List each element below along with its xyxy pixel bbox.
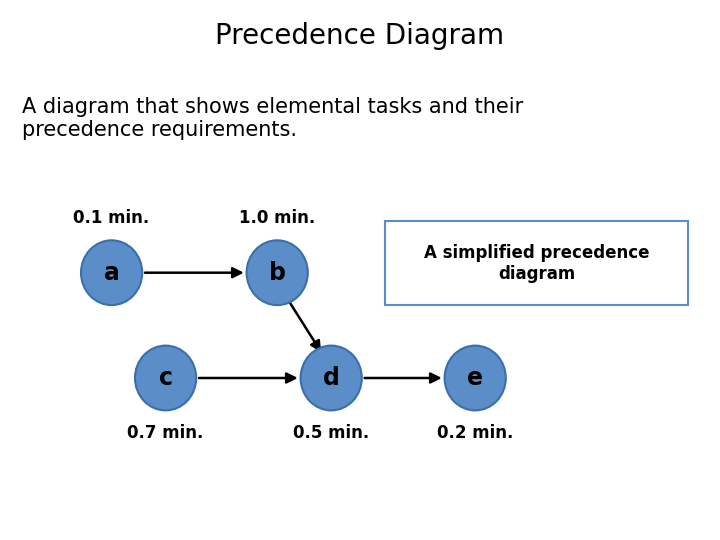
Text: Precedence Diagram: Precedence Diagram <box>215 22 505 50</box>
Ellipse shape <box>135 346 196 410</box>
Ellipse shape <box>81 240 142 305</box>
Text: 0.7 min.: 0.7 min. <box>127 424 204 442</box>
Text: a: a <box>104 261 120 285</box>
Ellipse shape <box>301 346 362 410</box>
Text: 0.1 min.: 0.1 min. <box>73 209 150 227</box>
Ellipse shape <box>246 240 308 305</box>
Text: A simplified precedence
diagram: A simplified precedence diagram <box>423 244 649 282</box>
Text: b: b <box>269 261 286 285</box>
Text: 1.0 min.: 1.0 min. <box>239 209 315 227</box>
Ellipse shape <box>445 346 506 410</box>
Text: e: e <box>467 366 483 390</box>
Text: d: d <box>323 366 340 390</box>
Text: 0.5 min.: 0.5 min. <box>293 424 369 442</box>
Text: 0.2 min.: 0.2 min. <box>437 424 513 442</box>
FancyBboxPatch shape <box>385 221 688 305</box>
Text: c: c <box>158 366 173 390</box>
Text: A diagram that shows elemental tasks and their
precedence requirements.: A diagram that shows elemental tasks and… <box>22 97 523 140</box>
